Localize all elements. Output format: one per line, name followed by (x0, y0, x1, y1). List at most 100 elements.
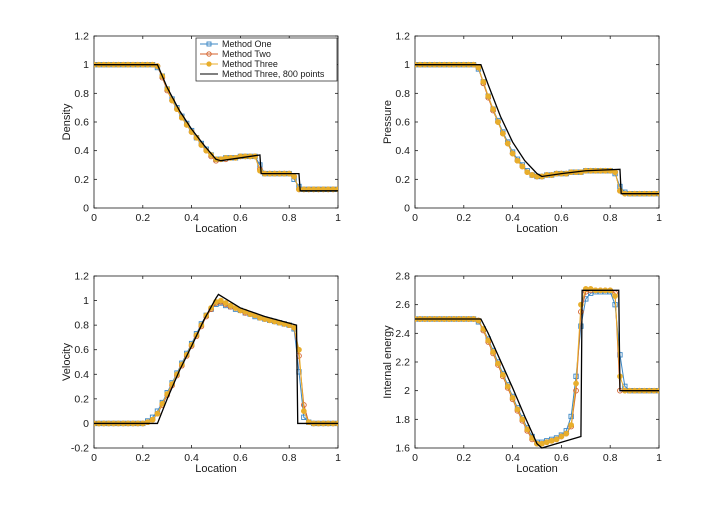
series-line-method-one (415, 291, 659, 443)
x-tick-label: 0.2 (135, 212, 150, 224)
data-point (509, 394, 516, 401)
axes-box (414, 35, 660, 209)
x-tick-label: 0.6 (554, 452, 569, 464)
plot-area (94, 293, 338, 427)
y-tick-label: 0.8 (74, 320, 89, 332)
data-point (222, 300, 229, 306)
data-point (480, 79, 487, 85)
series-line-method-three-800-points (415, 64, 659, 195)
legend-label: Method Three, 800 points (222, 69, 325, 79)
x-tick-label: 0.4 (505, 212, 520, 224)
data-point (499, 130, 506, 137)
data-point (612, 293, 618, 299)
legend-item: Method Three, 800 points (200, 69, 325, 79)
x-tick-label: 0.4 (184, 452, 199, 464)
data-point (490, 106, 496, 112)
y-tick-label: 0.6 (74, 344, 89, 356)
x-axis-label: Location (516, 223, 558, 235)
series-line-method-three (94, 64, 338, 190)
data-point (578, 323, 584, 329)
x-tick-label: 1 (656, 212, 662, 224)
data-point (291, 324, 297, 331)
data-point (543, 439, 550, 446)
y-tick-label: 2.6 (395, 299, 410, 311)
legend-item: Method Three (200, 59, 278, 69)
x-tick-label: 0.6 (554, 212, 569, 224)
series-line-method-three-800-points (94, 293, 338, 425)
y-tick-label: 0.6 (395, 117, 410, 129)
y-tick-label: 0.6 (74, 117, 89, 129)
data-point (568, 422, 575, 428)
legend-label: Method One (222, 39, 272, 49)
y-tick-label: 0 (83, 203, 89, 215)
x-tick-label: 0 (412, 212, 418, 224)
plot-area (415, 61, 659, 197)
y-tick-label: 0 (404, 203, 410, 215)
data-point (612, 169, 618, 176)
y-tick-label: -0.2 (71, 443, 89, 455)
x-tick-label: 0.8 (282, 212, 297, 224)
axes-box (93, 275, 339, 449)
y-tick-label: 0 (83, 418, 89, 430)
x-tick-label: 0.8 (282, 452, 297, 464)
data-point (509, 150, 516, 157)
data-point (563, 430, 570, 437)
data-point (558, 433, 565, 440)
y-axis-label: Pressure (382, 100, 394, 144)
data-point (539, 440, 545, 447)
legend-label: Method Three (222, 59, 278, 69)
series-line-method-two (94, 64, 338, 190)
y-tick-label: 2.4 (395, 328, 410, 340)
legend-marker (206, 51, 212, 57)
data-point (485, 93, 492, 100)
y-tick-label: 1.2 (395, 31, 410, 43)
x-tick-label: 0 (91, 452, 97, 464)
x-tick-label: 0.8 (603, 452, 618, 464)
x-tick-label: 0 (91, 212, 97, 224)
data-point (154, 410, 161, 417)
x-axis-label: Location (516, 463, 558, 475)
data-point (504, 383, 511, 390)
data-point (553, 436, 560, 443)
y-axis-label: Density (61, 103, 73, 140)
data-point (519, 163, 526, 170)
panel-pressure: 0 0.2 0.4 0.6 0.8 1 0 0.2 0.4 0.6 0.8 1 1.2 Location P… (382, 31, 662, 236)
panel-velocity: 0 0.2 0.4 0.6 0.8 1-0.200.20.40.60.811.2Locat… (61, 271, 341, 476)
data-point (300, 408, 307, 414)
x-tick-label: 0.2 (456, 452, 471, 464)
y-tick-label: 0.2 (74, 393, 89, 405)
x-tick-label: 1 (656, 452, 662, 464)
y-axis-label: Internal energy (382, 325, 394, 399)
x-tick-label: 0.6 (233, 212, 248, 224)
y-tick-label: 1.2 (74, 31, 89, 43)
data-point (475, 64, 482, 71)
series-line-method-two (415, 289, 659, 445)
data-point (149, 416, 156, 423)
y-tick-label: 0.2 (74, 174, 89, 186)
y-tick-label: 2.2 (395, 357, 410, 369)
series-line-method-one (94, 64, 338, 190)
panel-density: 0 0.2 0.4 0.6 0.8 1 0 0.2 0.4 0.6 0.8 1 1.2 Location D… (61, 31, 341, 236)
data-point (602, 167, 609, 174)
y-axis-label: Velocity (61, 343, 73, 381)
legend-marker (206, 41, 212, 47)
data-point (485, 337, 492, 344)
data-point (514, 157, 521, 164)
series-line-method-three (415, 288, 659, 445)
data-point (490, 349, 496, 355)
data-point (227, 302, 234, 309)
plot-area (94, 61, 338, 193)
data-point (218, 297, 224, 304)
x-tick-label: 0.2 (135, 452, 150, 464)
y-tick-label: 0.8 (74, 88, 89, 100)
data-point (524, 169, 531, 176)
series-line-method-three-800-points (415, 289, 659, 449)
y-tick-label: 0.2 (395, 174, 410, 186)
data-point (499, 372, 506, 378)
x-tick-label: 1 (335, 212, 341, 224)
y-tick-label: 0.4 (395, 145, 410, 157)
legend-label: Method Two (222, 49, 271, 59)
